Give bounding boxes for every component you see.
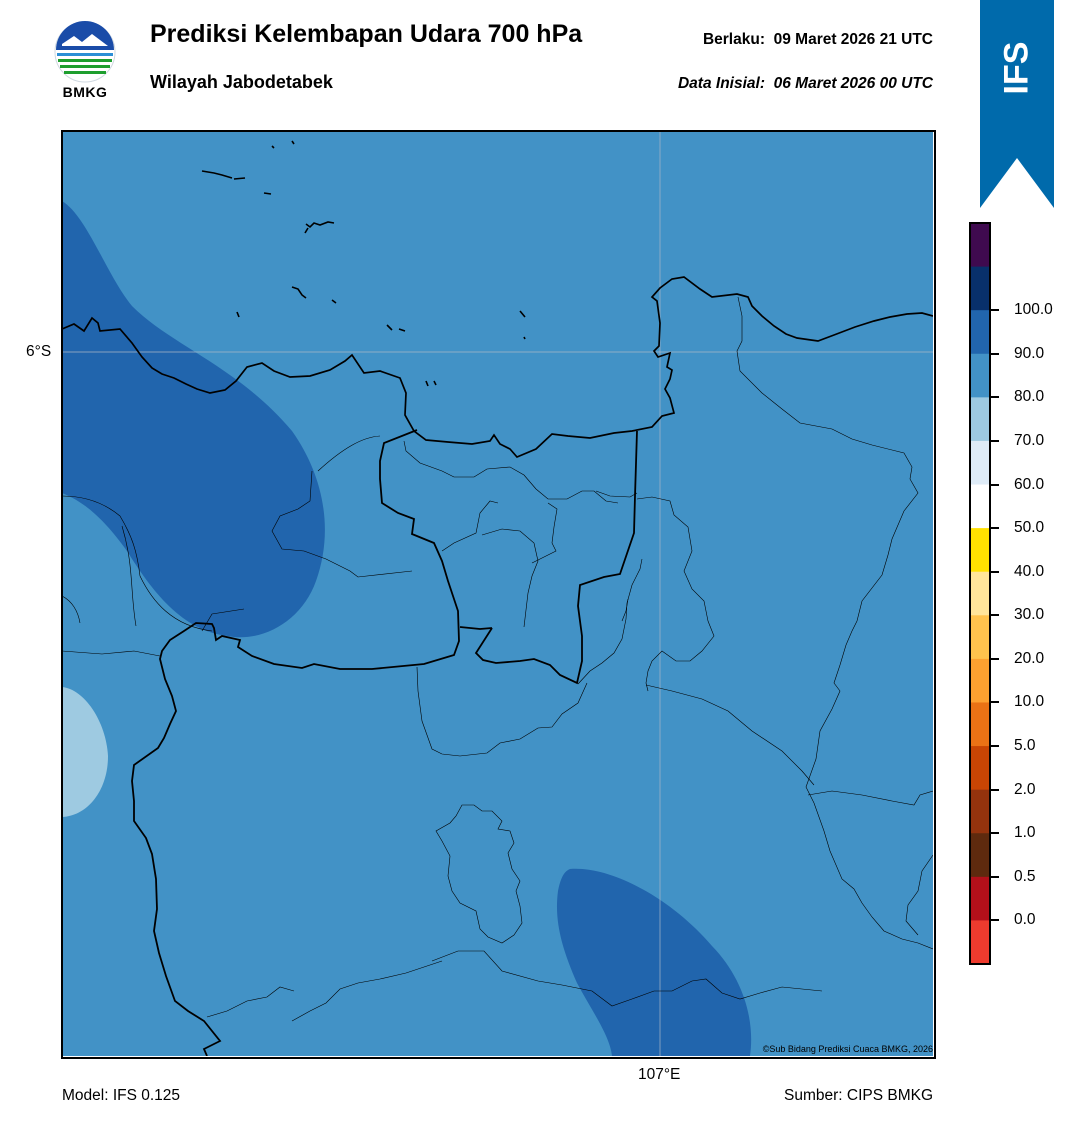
colorbar-frame	[969, 222, 991, 965]
valid-label: Berlaku:	[702, 31, 765, 48]
province-boundary	[131, 429, 460, 1056]
colorbar-tick-mark	[991, 745, 999, 748]
valid-time-line: Berlaku: 09 Maret 2026 21 UTC	[703, 31, 933, 49]
colorbar-swatch	[970, 397, 990, 442]
coastline	[62, 276, 933, 459]
colorbar-label: 40.0	[1014, 562, 1045, 580]
colorbar-tick-mark	[991, 396, 999, 399]
colorbar-label: 2.0	[1014, 780, 1036, 798]
colorbar-tick-mark	[991, 657, 999, 660]
init-label: Data Inisial:	[677, 75, 765, 92]
colorbar-label: 20.0	[1014, 649, 1045, 667]
ifs-badge-text: IFS	[997, 41, 1036, 95]
map-canvas	[62, 131, 933, 1056]
jakarta-boundary-thick-2	[459, 626, 493, 630]
colorbar-swatches	[969, 222, 991, 965]
colorbar-tick-mark	[991, 919, 999, 922]
thousand-islands	[201, 140, 526, 387]
source-footer: Sumber: CIPS BMKG	[783, 1087, 933, 1104]
colorbar-tick-mark	[991, 701, 999, 704]
colorbar-swatch	[970, 615, 990, 660]
region-subtitle: Wilayah Jabodetabek	[150, 72, 333, 92]
ifs-badge: IFS	[980, 0, 1054, 208]
colorbar-swatch	[970, 440, 990, 486]
colorbar-tick-mark	[991, 832, 999, 835]
humidity-80-90-area-northwest	[62, 201, 325, 638]
colorbar-label: 90.0	[1014, 344, 1045, 362]
colorbar-swatch	[970, 789, 990, 834]
colorbar-label: 100.0	[1014, 301, 1053, 319]
colorbar-label: 0.0	[1014, 911, 1036, 929]
bmkg-logo-emblem	[54, 21, 116, 83]
colorbar-label: 70.0	[1014, 431, 1045, 449]
colorbar-label: 5.0	[1014, 737, 1036, 755]
map-credit: ©Sub Bidang Prediksi Cuaca BMKG, 2026	[762, 1044, 933, 1054]
colorbar-label: 1.0	[1014, 824, 1036, 842]
humidity-60-70-area-west	[62, 687, 108, 817]
colorbar-swatch	[970, 833, 990, 878]
colorbar	[969, 222, 991, 965]
colorbar-tick-mark	[991, 570, 999, 573]
latitude-label-6s: 6°S	[26, 343, 52, 360]
district-boundaries	[62, 296, 933, 1022]
colorbar-swatch	[970, 876, 990, 921]
init-time-line: Data Inisial: 06 Maret 2026 00 UTC	[678, 75, 933, 93]
colorbar-swatch	[970, 746, 990, 791]
colorbar-label: 0.5	[1014, 867, 1036, 885]
colorbar-swatch	[970, 528, 990, 573]
colorbar-label: 80.0	[1014, 388, 1045, 406]
colorbar-tick-mark	[991, 352, 999, 355]
colorbar-swatch	[970, 571, 990, 616]
colorbar-tick-mark	[991, 309, 999, 312]
jakarta-boundary-thick	[474, 430, 638, 685]
model-footer: Model: IFS 0.125	[62, 1087, 181, 1104]
longitude-label-107e: 107°E	[638, 1066, 681, 1083]
colorbar-swatch	[970, 484, 990, 529]
colorbar-tick-mark	[991, 439, 999, 442]
valid-time: 09 Maret 2026 21 UTC	[773, 31, 933, 48]
colorbar-tick-mark	[991, 614, 999, 617]
colorbar-swatch	[970, 920, 990, 965]
humidity-80-90-area-southeast	[556, 868, 752, 1056]
humidity-map: ©Sub Bidang Prediksi Cuaca BMKG, 2026	[62, 131, 933, 1056]
colorbar-tick-mark	[991, 527, 999, 530]
colorbar-tick-mark	[991, 788, 999, 791]
colorbar-label: 10.0	[1014, 693, 1045, 711]
colorbar-label: 30.0	[1014, 606, 1045, 624]
colorbar-swatch	[970, 658, 990, 703]
colorbar-tick-mark	[991, 483, 999, 486]
colorbar-label: 50.0	[1014, 519, 1045, 537]
ifs-ribbon-shape	[980, 0, 1054, 208]
init-time: 06 Maret 2026 00 UTC	[773, 75, 933, 92]
page-title: Prediksi Kelembapan Udara 700 hPa	[150, 20, 583, 48]
colorbar-swatch	[970, 702, 990, 747]
colorbar-swatch	[970, 353, 990, 398]
bmkg-logo-text: BMKG	[62, 84, 108, 100]
bmkg-logo: BMKG	[52, 20, 118, 102]
colorbar-tick-mark	[991, 875, 999, 878]
colorbar-swatch	[970, 266, 990, 311]
colorbar-swatch	[970, 310, 990, 355]
colorbar-swatch	[970, 223, 990, 268]
colorbar-label: 60.0	[1014, 475, 1045, 493]
